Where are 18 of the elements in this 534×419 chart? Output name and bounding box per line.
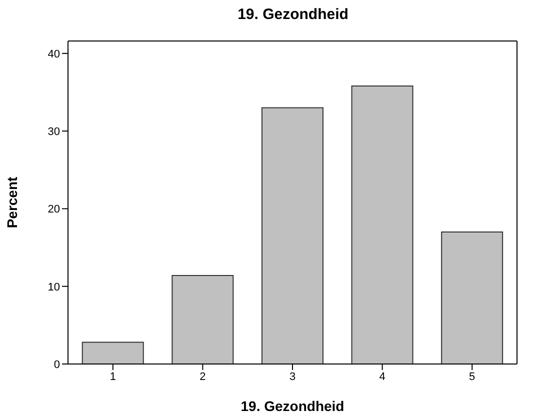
y-tick-label: 30 — [48, 126, 60, 138]
y-tick-label: 0 — [54, 358, 60, 371]
y-axis-title: Percent — [4, 176, 20, 228]
x-tick-label: 4 — [379, 370, 386, 383]
x-tick-label: 1 — [110, 370, 116, 383]
y-tick-label: 20 — [48, 204, 60, 216]
bar — [172, 274, 234, 364]
y-tick-label: 40 — [48, 48, 60, 60]
x-tick-label: 3 — [289, 370, 296, 383]
bar — [261, 107, 324, 364]
x-axis-title: 19. Gezondheid — [240, 398, 344, 414]
bar — [351, 86, 414, 364]
bar — [82, 342, 144, 364]
x-tick-label: 5 — [469, 370, 476, 383]
bar — [441, 232, 504, 364]
chart-title: 19. Gezondheid — [236, 6, 350, 23]
y-tick-label: 10 — [48, 281, 60, 294]
x-tick-label: 2 — [200, 370, 206, 383]
